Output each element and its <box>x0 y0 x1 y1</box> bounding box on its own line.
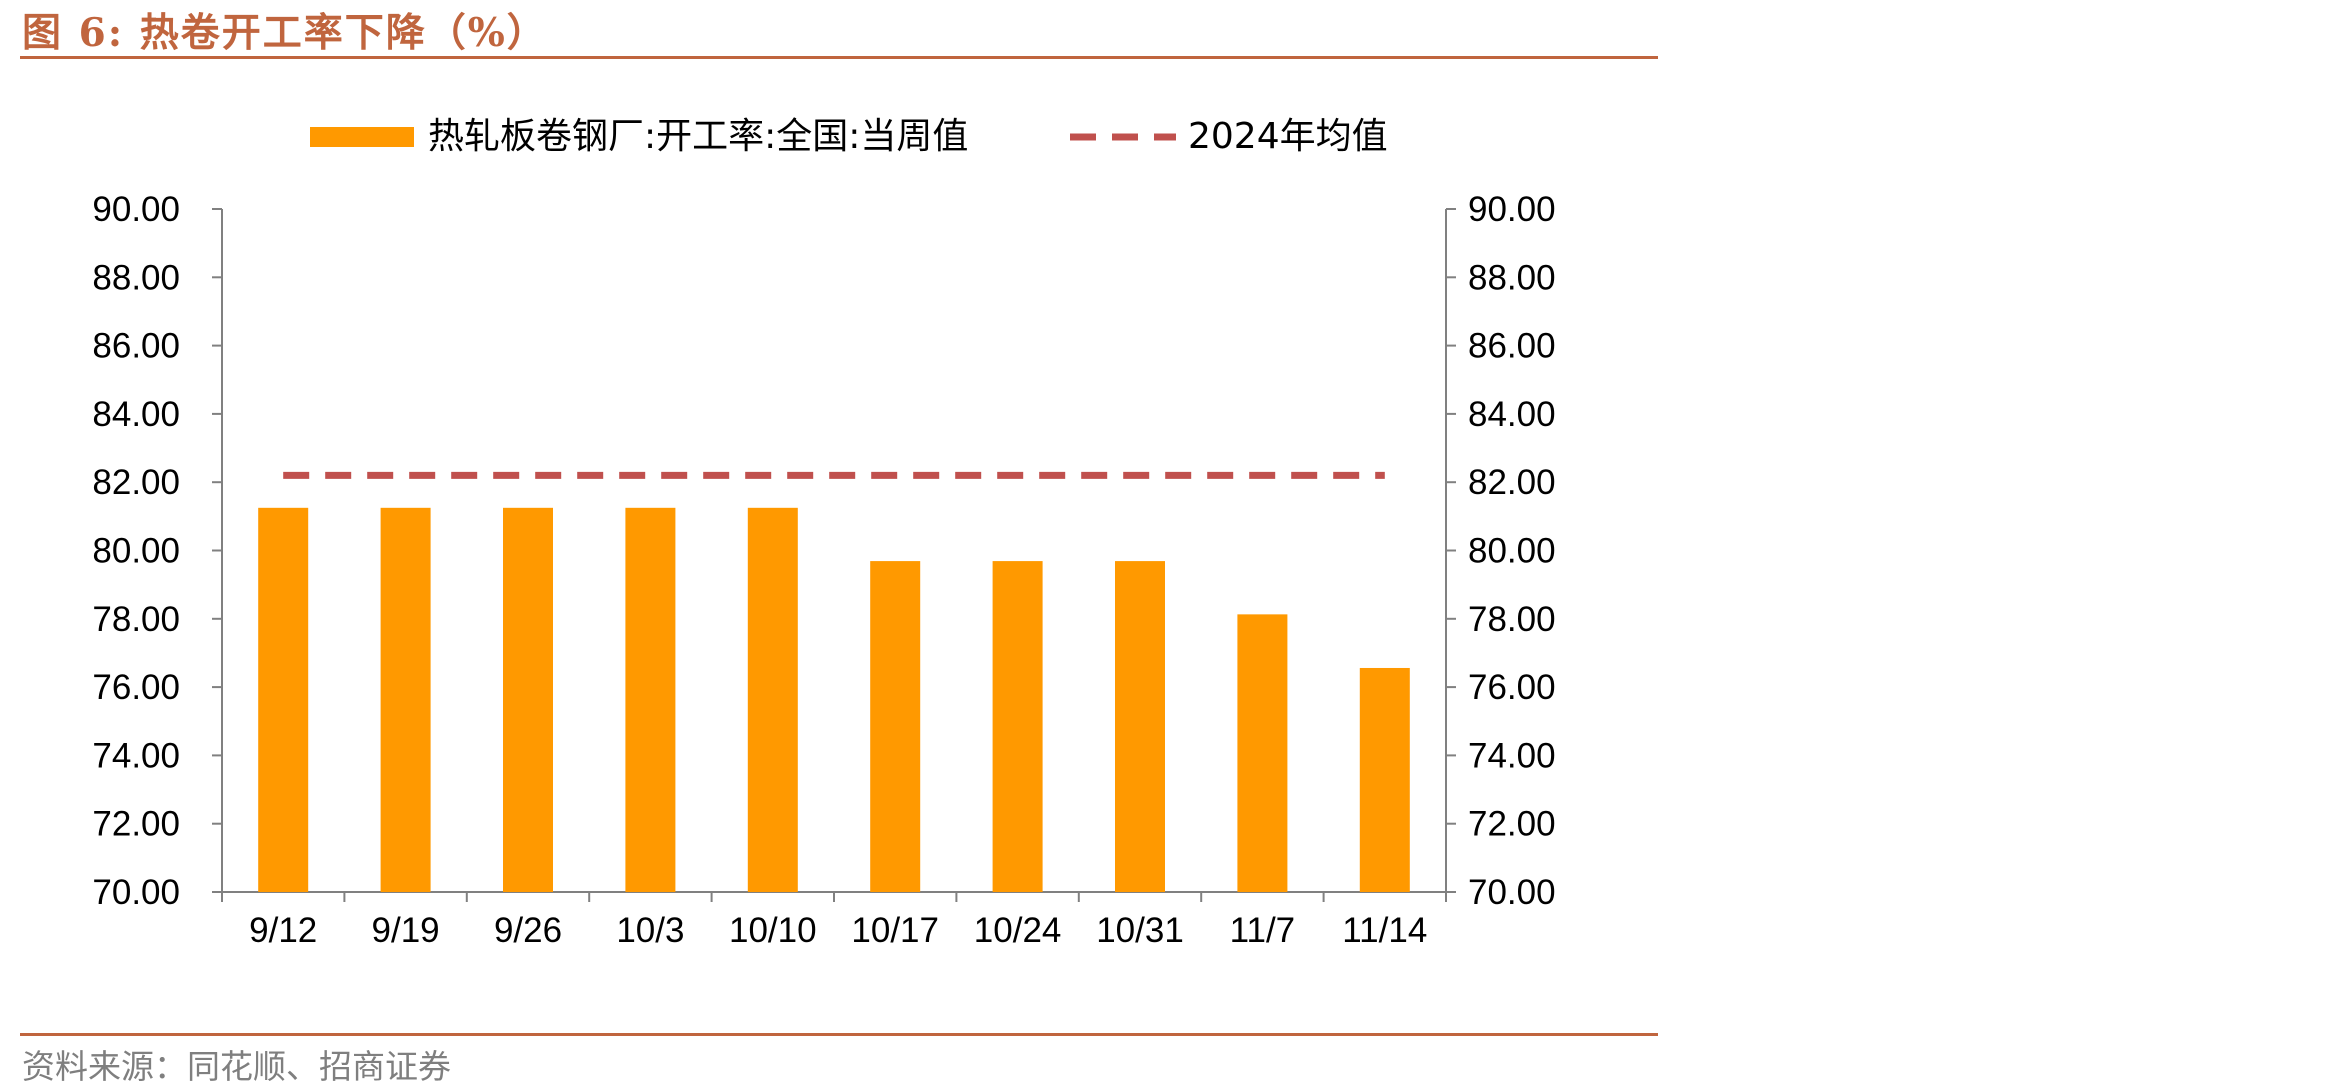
y-tick-label-right: 72.00 <box>1468 805 1556 844</box>
x-tick-label: 10/10 <box>729 911 817 950</box>
y-tick-label-right: 84.00 <box>1468 395 1556 434</box>
y-tick-label-left: 74.00 <box>92 736 180 775</box>
y-tick-label-right: 78.00 <box>1468 600 1556 639</box>
y-tick-label-right: 74.00 <box>1468 736 1556 775</box>
bar <box>380 507 431 892</box>
bar <box>870 561 921 892</box>
y-tick-label-left: 80.00 <box>92 532 180 571</box>
x-tick-label: 10/24 <box>974 911 1062 950</box>
figure-title: 图 6: 热卷开工率下降（%） <box>22 10 548 56</box>
x-tick-label: 10/17 <box>851 911 939 950</box>
legend: 热轧板卷钢厂:开工率:全国:当周值 2024年均值 <box>310 116 1388 157</box>
x-tick-label: 10/31 <box>1096 911 1184 950</box>
title-rule <box>20 56 1658 59</box>
y-tick-label-left: 88.00 <box>92 258 180 297</box>
bar <box>625 507 676 892</box>
legend-label-bar: 热轧板卷钢厂:开工率:全国:当周值 <box>428 116 968 157</box>
y-tick-label-right: 80.00 <box>1468 532 1556 571</box>
bar <box>747 507 798 892</box>
bar <box>992 561 1043 892</box>
bar <box>1115 561 1165 892</box>
x-tick-label: 10/3 <box>616 911 684 950</box>
y-tick-label-left: 90.00 <box>92 190 180 229</box>
bar <box>1359 667 1410 892</box>
x-tick-label: 9/26 <box>494 911 562 950</box>
bar-chart: 热轧板卷钢厂:开工率:全国:当周值 2024年均值 90.00 90.00 88.0… <box>92 116 1555 950</box>
plot-area: 90.00 90.00 88.00 88.00 86.00 86.00 84.00 84.00… <box>92 190 1555 950</box>
y-tick-label-left: 78.00 <box>92 600 180 639</box>
y-tick-label-left: 86.00 <box>92 327 180 366</box>
y-tick-label-right: 88.00 <box>1468 258 1556 297</box>
x-tick-label: 9/12 <box>249 911 317 950</box>
y-tick-label-left: 84.00 <box>92 395 180 434</box>
bar <box>503 507 553 892</box>
bar <box>1237 614 1288 892</box>
y-tick-label-right: 90.00 <box>1468 190 1556 229</box>
source-rule <box>20 1033 1658 1036</box>
y-tick-label-right: 70.00 <box>1468 873 1556 912</box>
legend-swatch-bar <box>310 127 414 147</box>
y-tick-label-left: 76.00 <box>92 668 180 707</box>
source-note: 资料来源：同花顺、招商证券 <box>22 1047 451 1086</box>
y-tick-label-left: 70.00 <box>92 873 180 912</box>
y-tick-label-left: 82.00 <box>92 463 180 502</box>
y-tick-label-right: 86.00 <box>1468 327 1556 366</box>
x-tick-label: 11/7 <box>1230 911 1296 950</box>
x-tick-label: 9/19 <box>372 911 440 950</box>
x-tick-label: 11/14 <box>1342 911 1427 950</box>
y-tick-label-right: 76.00 <box>1468 668 1556 707</box>
bar <box>258 507 309 892</box>
legend-label-avg: 2024年均值 <box>1188 116 1388 157</box>
y-tick-label-right: 82.00 <box>1468 463 1556 502</box>
y-tick-label-left: 72.00 <box>92 805 180 844</box>
